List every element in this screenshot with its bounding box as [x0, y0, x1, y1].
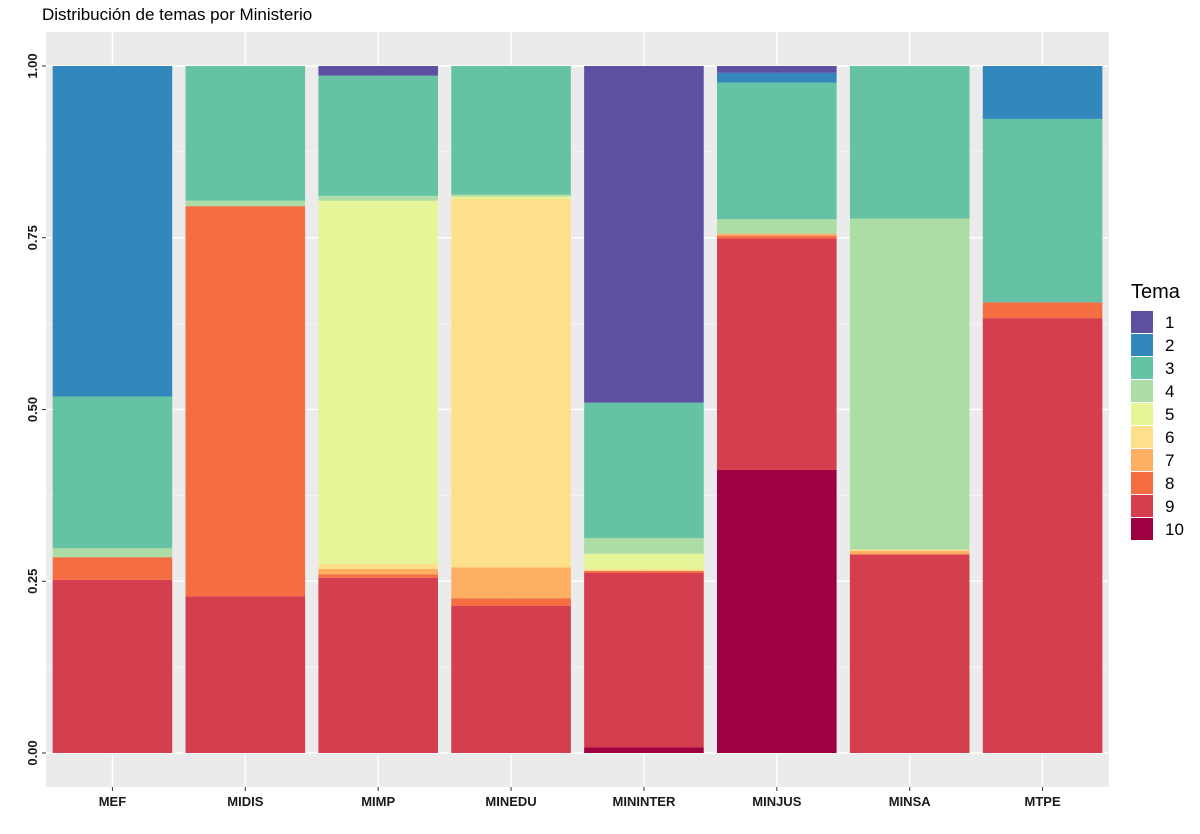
bars — [52, 66, 1103, 753]
bar-segment-mimp-tema-3 — [318, 75, 438, 196]
legend-swatch-9 — [1131, 495, 1153, 517]
bar-segment-mtpe-tema-9 — [982, 318, 1103, 753]
bar-segment-minsa-tema-7 — [849, 551, 970, 555]
legend-swatch-10 — [1131, 518, 1153, 540]
bar-segment-minedu-tema-4 — [451, 194, 571, 197]
bar-segment-mef-tema-2 — [52, 66, 173, 397]
bar-segment-mtpe-tema-8 — [982, 302, 1103, 319]
bar-segment-minedu-tema-7 — [451, 567, 571, 599]
bar-segment-minedu-tema-9 — [451, 605, 571, 753]
x-tick-label-mtpe: MTPE — [1025, 794, 1061, 809]
x-tick-label-mininter: MININTER — [613, 794, 676, 809]
bar-segment-minedu-tema-6 — [451, 198, 571, 568]
legend-label-7: 7 — [1165, 451, 1174, 470]
bar-segment-minjus-tema-7 — [717, 233, 837, 236]
legend-swatch-6 — [1131, 426, 1153, 448]
bar-segment-minjus-tema-10 — [717, 469, 837, 753]
bar-segment-midis-tema-4 — [185, 200, 306, 207]
bar-segment-minjus-tema-2 — [717, 72, 837, 83]
legend-label-2: 2 — [1165, 336, 1174, 355]
legend-label-6: 6 — [1165, 428, 1174, 447]
bar-segment-minjus-tema-4 — [717, 219, 837, 234]
bar-segment-mininter-tema-4 — [584, 537, 704, 554]
legend-label-9: 9 — [1165, 497, 1174, 516]
chart-title: Distribución de temas por Ministerio — [42, 5, 313, 24]
legend-swatch-8 — [1131, 472, 1153, 494]
y-tick-label: 0.50 — [25, 397, 40, 422]
bar-segment-mef-tema-8 — [52, 557, 173, 580]
legend-swatch-4 — [1131, 380, 1153, 402]
legend-label-8: 8 — [1165, 474, 1174, 493]
legend-swatch-7 — [1131, 449, 1153, 471]
legend: Tema 1 2 3 4 5 6 7 8 9 10 — [1131, 281, 1184, 540]
bar-segment-mimp-tema-4 — [318, 195, 438, 201]
y-tick-label: 1.00 — [25, 53, 40, 78]
x-tick-label-minedu: MINEDU — [485, 794, 536, 809]
x-tick-label-minjus: MINJUS — [752, 794, 801, 809]
bar-segment-midis-tema-8 — [185, 206, 306, 597]
bar-segment-mininter-tema-10 — [584, 747, 704, 753]
bar-segment-minjus-tema-9 — [717, 238, 837, 470]
legend-swatch-3 — [1131, 357, 1153, 379]
bar-segment-midis-tema-3 — [185, 66, 306, 201]
bar-segment-minedu-tema-8 — [451, 598, 571, 606]
legend-swatch-5 — [1131, 403, 1153, 425]
y-tick-label: 0.25 — [25, 569, 40, 594]
bar-segment-mininter-tema-3 — [584, 402, 704, 538]
bar-segment-mininter-tema-8 — [584, 570, 704, 574]
legend-label-10: 10 — [1165, 520, 1184, 539]
bar-segment-mimp-tema-8 — [318, 574, 438, 578]
x-tick-label-mef: MEF — [99, 794, 127, 809]
bar-segment-mef-tema-4 — [52, 548, 173, 558]
bar-segment-mininter-tema-5 — [584, 553, 704, 569]
legend-items: 1 2 3 4 5 6 7 8 9 10 — [1131, 311, 1184, 540]
x-tick-label-mimp: MIMP — [361, 794, 395, 809]
bar-segment-mimp-tema-7 — [318, 568, 438, 575]
bar-segment-minjus-tema-1 — [717, 66, 837, 73]
legend-label-1: 1 — [1165, 313, 1174, 332]
bar-segment-minedu-tema-5 — [451, 196, 571, 199]
bar-segment-mtpe-tema-2 — [982, 66, 1103, 119]
legend-label-3: 3 — [1165, 359, 1174, 378]
bar-segment-mimp-tema-6 — [318, 564, 438, 569]
bar-segment-mef-tema-9 — [52, 579, 173, 753]
bar-segment-mimp-tema-5 — [318, 200, 438, 565]
legend-title: Tema — [1131, 281, 1181, 303]
bar-segment-minjus-tema-3 — [717, 82, 837, 220]
bar-segment-minsa-tema-3 — [849, 66, 970, 219]
legend-label-4: 4 — [1165, 382, 1174, 401]
bar-segment-mimp-tema-9 — [318, 577, 438, 753]
x-axis: MEF MIDIS MIMP MINEDU MININTER MINJUS MINSA MTP… — [99, 787, 1061, 809]
y-tick-label: 0.75 — [25, 225, 40, 250]
bar-segment-minedu-tema-3 — [451, 66, 571, 195]
bar-segment-minsa-tema-6 — [849, 549, 970, 552]
bar-segment-mininter-tema-6 — [584, 568, 704, 571]
x-tick-label-minsa: MINSA — [889, 794, 932, 809]
bar-segment-mef-tema-3 — [52, 396, 173, 549]
bar-segment-mininter-tema-9 — [584, 573, 704, 748]
legend-swatch-1 — [1131, 311, 1153, 333]
bar-segment-minjus-tema-8 — [717, 235, 837, 239]
legend-label-5: 5 — [1165, 405, 1174, 424]
bar-segment-minsa-tema-4 — [849, 218, 970, 550]
bar-segment-minsa-tema-9 — [849, 554, 970, 753]
bar-segment-mtpe-tema-3 — [982, 118, 1103, 303]
y-axis: 0.00 0.25 0.50 0.75 1.00 — [25, 53, 46, 766]
x-tick-label-midis: MIDIS — [227, 794, 263, 809]
bar-segment-mimp-tema-1 — [318, 66, 438, 76]
legend-swatch-2 — [1131, 334, 1153, 356]
bar-segment-mininter-tema-1 — [584, 66, 704, 403]
y-tick-label: 0.00 — [25, 740, 40, 765]
bar-segment-midis-tema-9 — [185, 596, 306, 753]
